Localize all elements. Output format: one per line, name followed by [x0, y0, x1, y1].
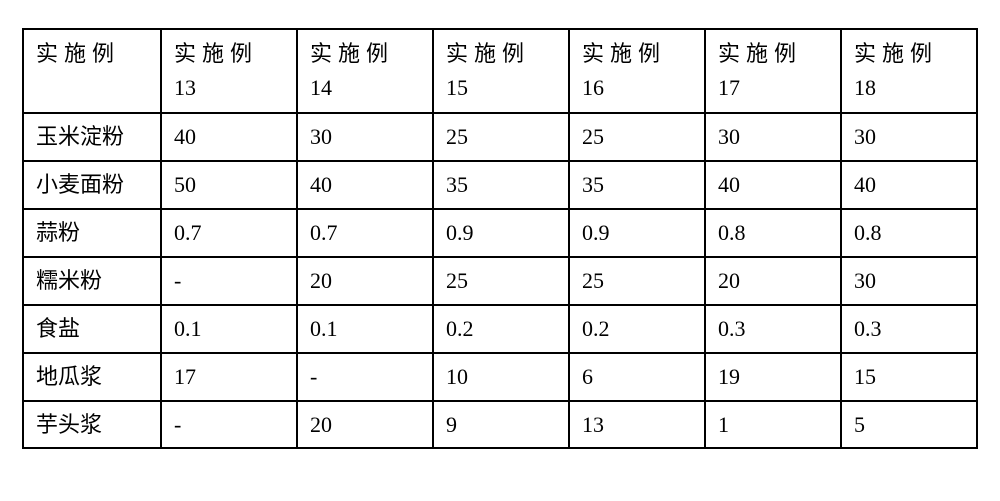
- header-col-label: 实施例: [582, 41, 666, 66]
- table-row: 小麦面粉 50 40 35 35 40 40: [23, 161, 977, 209]
- data-cell: 10: [433, 353, 569, 401]
- header-col-label: 实施例: [718, 41, 802, 66]
- header-col-16: 实施例 16: [569, 29, 705, 113]
- data-cell: 40: [705, 161, 841, 209]
- data-cell: 19: [705, 353, 841, 401]
- row-label-cell: 小麦面粉: [23, 161, 161, 209]
- row-label-cell: 食盐: [23, 305, 161, 353]
- table-row: 糯米粉 - 20 25 25 20 30: [23, 257, 977, 305]
- data-cell: 6: [569, 353, 705, 401]
- data-cell: 0.8: [841, 209, 977, 257]
- data-cell: 0.1: [297, 305, 433, 353]
- data-cell: 20: [297, 401, 433, 449]
- header-col-number: 14: [310, 71, 422, 105]
- data-cell: 40: [161, 113, 297, 161]
- data-cell: 0.2: [569, 305, 705, 353]
- header-col-label: 实施例: [854, 41, 938, 66]
- row-label-cell: 糯米粉: [23, 257, 161, 305]
- row-label-cell: 玉米淀粉: [23, 113, 161, 161]
- data-cell: 0.2: [433, 305, 569, 353]
- header-col-label: 实施例: [446, 41, 530, 66]
- row-label-cell: 蒜粉: [23, 209, 161, 257]
- table-header-row: 实施例 实施例 13 实施例 14 实施例 15 实施例 16 实施例 17 实…: [23, 29, 977, 113]
- header-col-number: 18: [854, 71, 966, 105]
- data-cell: 15: [841, 353, 977, 401]
- table-row: 蒜粉 0.7 0.7 0.9 0.9 0.8 0.8: [23, 209, 977, 257]
- header-col-14: 实施例 14: [297, 29, 433, 113]
- header-col-13: 实施例 13: [161, 29, 297, 113]
- data-cell: 30: [705, 113, 841, 161]
- data-cell: 0.8: [705, 209, 841, 257]
- data-cell: 25: [433, 113, 569, 161]
- data-cell: 40: [841, 161, 977, 209]
- table-row: 食盐 0.1 0.1 0.2 0.2 0.3 0.3: [23, 305, 977, 353]
- data-cell: 0.3: [841, 305, 977, 353]
- data-cell: -: [297, 353, 433, 401]
- data-cell: 20: [705, 257, 841, 305]
- data-cell: 30: [297, 113, 433, 161]
- header-col-17: 实施例 17: [705, 29, 841, 113]
- header-corner-label: 实施例: [36, 41, 120, 66]
- table-row: 地瓜浆 17 - 10 6 19 15: [23, 353, 977, 401]
- data-cell: 0.9: [433, 209, 569, 257]
- data-cell: 5: [841, 401, 977, 449]
- data-cell: 30: [841, 257, 977, 305]
- data-cell: 0.7: [297, 209, 433, 257]
- data-cell: 0.9: [569, 209, 705, 257]
- data-cell: -: [161, 401, 297, 449]
- data-cell: 20: [297, 257, 433, 305]
- data-cell: 0.3: [705, 305, 841, 353]
- data-cell: 35: [433, 161, 569, 209]
- header-col-label: 实施例: [174, 41, 258, 66]
- data-cell: 9: [433, 401, 569, 449]
- data-cell: 40: [297, 161, 433, 209]
- ingredients-table: 实施例 实施例 13 实施例 14 实施例 15 实施例 16 实施例 17 实…: [22, 28, 978, 449]
- data-cell: 25: [569, 113, 705, 161]
- table-row: 芋头浆 - 20 9 13 1 5: [23, 401, 977, 449]
- data-cell: 0.1: [161, 305, 297, 353]
- data-cell: 1: [705, 401, 841, 449]
- data-cell: 17: [161, 353, 297, 401]
- header-col-number: 16: [582, 71, 694, 105]
- header-col-number: 15: [446, 71, 558, 105]
- header-col-number: 13: [174, 71, 286, 105]
- header-corner-cell: 实施例: [23, 29, 161, 113]
- data-cell: 50: [161, 161, 297, 209]
- data-cell: 0.7: [161, 209, 297, 257]
- row-label-cell: 地瓜浆: [23, 353, 161, 401]
- header-col-label: 实施例: [310, 41, 394, 66]
- data-cell: 13: [569, 401, 705, 449]
- data-cell: 35: [569, 161, 705, 209]
- data-cell: 25: [433, 257, 569, 305]
- header-col-15: 实施例 15: [433, 29, 569, 113]
- table-row: 玉米淀粉 40 30 25 25 30 30: [23, 113, 977, 161]
- data-cell: 25: [569, 257, 705, 305]
- data-cell: 30: [841, 113, 977, 161]
- data-cell: -: [161, 257, 297, 305]
- header-col-18: 实施例 18: [841, 29, 977, 113]
- row-label-cell: 芋头浆: [23, 401, 161, 449]
- header-col-number: 17: [718, 71, 830, 105]
